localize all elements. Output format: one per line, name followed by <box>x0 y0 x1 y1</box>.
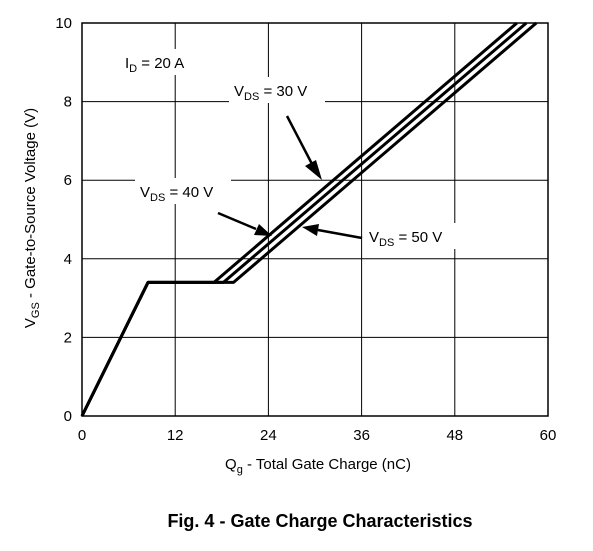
x-axis-label: Qg - Total Gate Charge (nC) <box>225 456 411 476</box>
y-axis-label: VGS - Gate-to-Source Voltage (V) <box>22 108 42 328</box>
plot-frame <box>81 22 549 417</box>
vds-40-arrow <box>217 211 272 236</box>
y-tick-label: 10 <box>55 15 72 32</box>
vds-50-label: VDS = 50 V <box>369 229 442 249</box>
x-tick-label: 0 <box>78 427 86 444</box>
y-tick-label: 8 <box>64 94 72 111</box>
x-tick-label: 12 <box>167 427 184 444</box>
vds-50-arrow <box>302 224 363 240</box>
x-tick-label: 24 <box>260 427 277 444</box>
figure-caption: Fig. 4 - Gate Charge Characteristics <box>167 511 473 531</box>
vds-30-label: VDS = 30 V <box>234 83 307 103</box>
x-tick-label: 36 <box>353 427 370 444</box>
series-group <box>80 21 538 417</box>
y-tick-label: 2 <box>64 329 72 346</box>
vds-30-arrow <box>285 115 322 180</box>
y-tick-labels: 0 2 4 6 8 10 <box>55 15 72 425</box>
annotation-group: ID = 20 A VDS = 30 V VDS = 40 V VDS = 50… <box>118 49 460 249</box>
y-tick-label: 0 <box>64 408 72 425</box>
id-annotation: ID = 20 A <box>125 55 184 75</box>
series-line-2 <box>80 21 538 417</box>
x-tick-label: 60 <box>540 427 557 444</box>
x-tick-labels: 0 12 24 36 48 60 <box>78 427 557 444</box>
y-tick-label: 4 <box>64 251 72 268</box>
y-tick-label: 6 <box>64 172 72 189</box>
vds-40-label: VDS = 40 V <box>140 184 213 204</box>
x-tick-label: 48 <box>446 427 463 444</box>
